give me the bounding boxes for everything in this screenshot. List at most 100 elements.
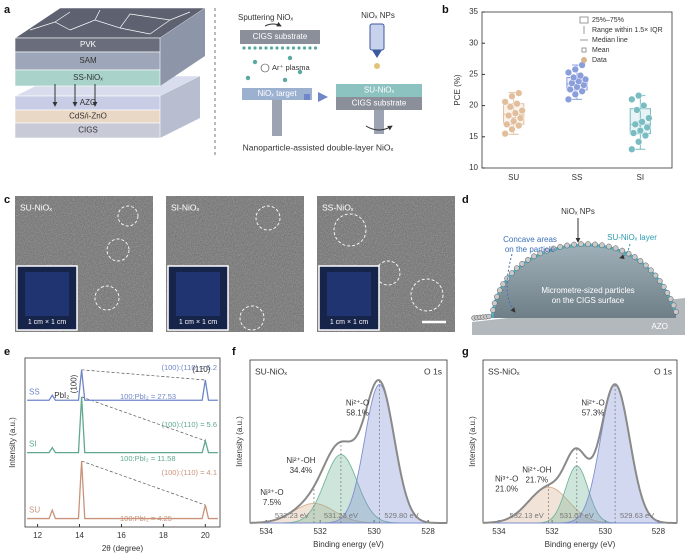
center-label: 531.07 eV	[560, 511, 594, 520]
peak-label: (100)	[70, 374, 79, 393]
data-point	[564, 95, 573, 104]
nanoparticle	[491, 300, 498, 307]
data-point	[501, 130, 509, 138]
legend-label: Mean	[592, 47, 610, 54]
x-tick-label: 18	[159, 531, 168, 540]
highlight	[255, 205, 281, 231]
data-point	[571, 65, 579, 74]
np	[242, 46, 246, 50]
x-tick-label: 534	[260, 527, 274, 536]
center-label: 529.63 eV	[620, 511, 654, 520]
component-label: Ni²⁺-O	[346, 398, 369, 407]
nanoparticle	[564, 242, 570, 249]
data-point	[640, 101, 648, 110]
highlight	[94, 285, 120, 311]
x-tick-label: 532	[313, 527, 327, 536]
data-point	[631, 120, 639, 128]
inset-label: 1 cm × 1 cm	[330, 319, 368, 326]
data-point	[516, 114, 525, 122]
nanoparticle	[494, 293, 500, 300]
chart-title: SU-NiOₓ	[255, 366, 287, 376]
data-point	[628, 95, 636, 104]
device	[25, 272, 69, 316]
label: CIGS substrate	[352, 99, 407, 108]
sprayer-tip	[372, 50, 382, 58]
label: Nanoparticle-assisted double-layer NiOₓ	[243, 142, 394, 152]
np	[297, 46, 301, 50]
data-point	[571, 90, 579, 99]
layer-label: PVK	[80, 40, 97, 49]
ion	[252, 59, 258, 65]
device	[327, 272, 371, 316]
pattern-line	[27, 396, 218, 454]
nanoparticle	[519, 260, 526, 267]
legend-label: Range within 1.5× IQR	[592, 27, 663, 34]
data-point	[504, 111, 513, 120]
data-point	[515, 89, 523, 97]
label: on the CIGS surface	[552, 296, 625, 305]
component-label: Ni²⁺-OH	[286, 456, 315, 465]
data-point	[628, 145, 636, 153]
nanoparticle	[525, 256, 531, 263]
rotation-arrow	[365, 125, 393, 131]
label: Micrometre-sized particles	[541, 286, 634, 295]
x-tick-label: 530	[599, 527, 613, 536]
layer-side	[160, 8, 205, 86]
data-point	[634, 91, 643, 100]
data-point	[569, 73, 578, 82]
nanoparticle	[652, 272, 659, 279]
dashed-guide	[81, 460, 206, 506]
data-point	[638, 118, 646, 126]
ion	[260, 63, 270, 73]
label: NiOₓ NPs	[561, 207, 595, 216]
nanoparticle	[500, 281, 507, 288]
nanoparticle	[664, 289, 671, 296]
x-tick-label: 20	[201, 531, 210, 540]
data-point	[513, 100, 521, 108]
substrate	[240, 30, 320, 44]
stem	[272, 100, 282, 136]
legend-symbol	[581, 47, 587, 53]
image-label: SI-NiOₓ	[171, 202, 200, 212]
label: on the particle	[505, 245, 556, 254]
center-label: 532.13 eV	[510, 511, 544, 520]
panel-label: a	[4, 4, 11, 16]
component-label: Ni³⁺-O	[260, 488, 283, 497]
peak-label: (110)	[192, 365, 210, 374]
rotation-arrow	[264, 21, 282, 27]
layer	[336, 84, 422, 97]
data-point	[643, 123, 651, 132]
pointer	[619, 243, 631, 260]
dashed-guide	[81, 369, 206, 381]
center-label: 531.23 eV	[324, 511, 358, 520]
series-label: SU	[29, 506, 40, 515]
data-point	[508, 92, 516, 100]
nanoparticle	[670, 302, 677, 309]
nanoparticle	[513, 265, 520, 272]
data-point	[515, 121, 523, 130]
ion	[287, 55, 293, 61]
share-label: 21.7%	[525, 475, 548, 484]
layer-label: SAM	[79, 56, 97, 65]
x-tick-label: 532	[545, 527, 559, 536]
data-point	[633, 106, 641, 114]
pattern-line	[27, 369, 218, 401]
series-label: SS	[29, 387, 40, 396]
x-axis-label: 2θ (degree)	[102, 544, 144, 553]
plot-frame	[24, 357, 221, 528]
x-tick-label: SS	[572, 173, 583, 182]
nanoparticle	[642, 262, 649, 269]
layer-label: CdS/i-ZnO	[69, 112, 107, 121]
np	[313, 46, 318, 50]
nanoparticle	[648, 267, 654, 274]
panel-label: e	[4, 346, 10, 358]
nanoparticle	[508, 270, 515, 276]
layer	[14, 122, 161, 139]
x-tick-label: 12	[33, 531, 42, 540]
panel-label: g	[462, 346, 469, 358]
component-label: Ni²⁺-O	[581, 398, 604, 407]
y-axis-label: Intensity (a.u.)	[235, 416, 244, 467]
panel-label: f	[232, 346, 236, 358]
